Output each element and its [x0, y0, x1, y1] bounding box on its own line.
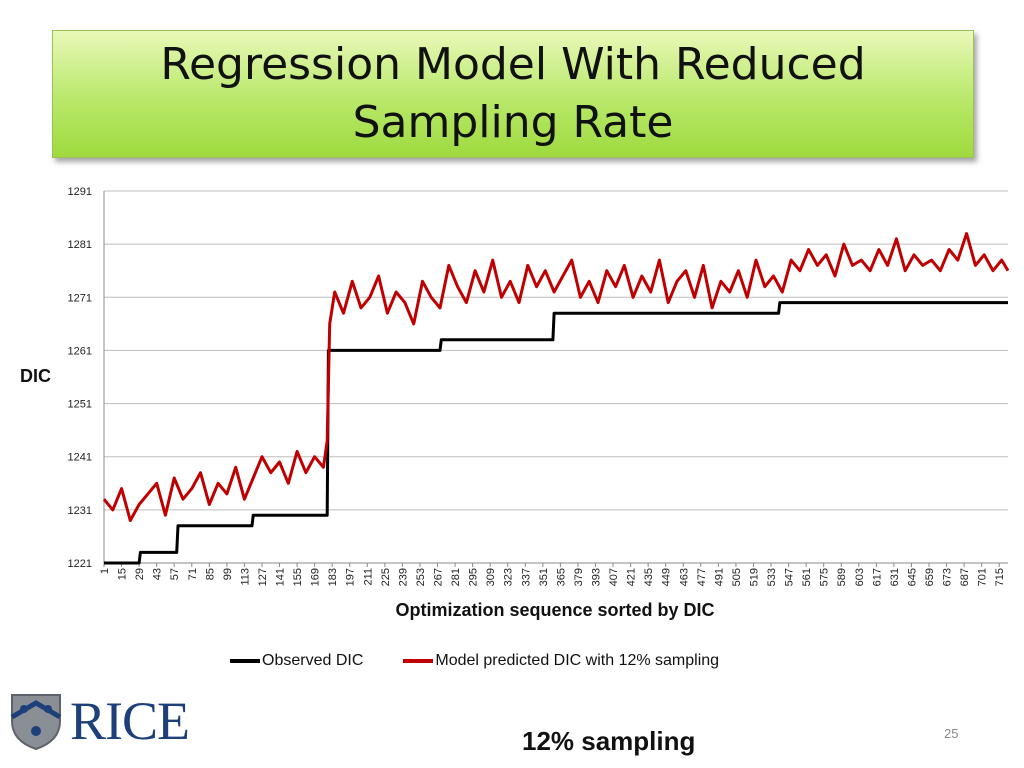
- x-tick-label: 43: [152, 568, 164, 580]
- x-tick-label: 519: [748, 568, 760, 586]
- x-tick-label: 687: [959, 568, 971, 586]
- legend-item-predicted: Model predicted DIC with 12% sampling: [403, 652, 719, 670]
- x-tick-label: 85: [204, 568, 216, 580]
- x-tick-label: 155: [292, 568, 304, 586]
- x-tick-label: 29: [134, 568, 146, 580]
- y-tick-label: 1251: [68, 399, 92, 411]
- x-tick-label: 197: [345, 568, 357, 586]
- x-tick-label: 575: [819, 568, 831, 586]
- rice-shield-icon: [10, 694, 62, 751]
- x-tick-label: 183: [327, 568, 339, 586]
- x-tick-label: 113: [239, 568, 251, 586]
- series-line-predicted: [102, 232, 1010, 522]
- x-tick-label: 561: [801, 568, 813, 586]
- chart-legend: Observed DIC Model predicted DIC with 12…: [230, 652, 759, 670]
- legend-label-observed: Observed DIC: [262, 652, 364, 669]
- x-tick-label: 309: [485, 568, 497, 586]
- title-banner: Regression Model With Reduced Sampling R…: [52, 30, 974, 158]
- x-tick-label: 239: [397, 568, 409, 586]
- x-tick-label: 379: [573, 568, 585, 586]
- x-tick-label: 631: [889, 568, 901, 586]
- x-tick-label: 421: [626, 568, 638, 586]
- legend-swatch-observed: [230, 659, 260, 663]
- x-tick-label: 715: [994, 568, 1006, 586]
- y-axis-label: DIC: [20, 366, 51, 386]
- x-tick-label: 323: [503, 568, 515, 586]
- rice-wordmark: RICE: [70, 691, 190, 751]
- x-tick-label: 351: [538, 568, 550, 586]
- x-tick-label: 533: [766, 568, 778, 586]
- x-tick-label: 253: [415, 568, 427, 586]
- x-tick-label: 71: [187, 568, 199, 580]
- x-tick-label: 449: [661, 568, 673, 586]
- x-tick-label: 225: [380, 568, 392, 586]
- x-tick-label: 603: [854, 568, 866, 586]
- y-tick-label: 1261: [68, 345, 92, 357]
- y-tick-label: 1291: [68, 186, 92, 198]
- series-line-observed: [104, 301, 1008, 565]
- x-tick-label: 281: [450, 568, 462, 586]
- x-tick-label: 211: [362, 568, 374, 586]
- x-tick-label: 57: [169, 568, 181, 580]
- rice-logo: RICE: [8, 690, 190, 752]
- x-tick-label: 365: [555, 568, 567, 586]
- x-tick-label: 701: [977, 568, 989, 586]
- x-tick-label: 99: [222, 568, 234, 580]
- x-tick-label: 267: [433, 568, 445, 586]
- x-axis-label: Optimization sequence sorted by DIC: [395, 600, 715, 620]
- y-tick-label: 1231: [68, 505, 92, 517]
- y-tick-label: 1271: [68, 292, 92, 304]
- x-tick-label: 1: [99, 568, 111, 574]
- legend-swatch-predicted: [403, 659, 434, 663]
- x-tick-label: 127: [257, 568, 269, 586]
- x-tick-label: 645: [906, 568, 918, 586]
- x-tick-label: 435: [643, 568, 655, 586]
- slide-title: Regression Model With Reduced Sampling R…: [160, 39, 866, 148]
- x-tick-label: 477: [696, 568, 708, 586]
- x-tick-label: 407: [608, 568, 620, 586]
- x-tick-label: 617: [871, 568, 883, 586]
- x-tick-label: 141: [275, 568, 287, 586]
- legend-item-observed: Observed DIC: [230, 652, 363, 670]
- x-tick-label: 295: [468, 568, 480, 586]
- legend-label-predicted: Model predicted DIC with 12% sampling: [435, 652, 720, 669]
- x-tick-label: 547: [784, 568, 796, 586]
- page-number: 25: [944, 726, 959, 741]
- x-tick-label: 589: [836, 568, 848, 586]
- x-tick-label: 169: [310, 568, 322, 586]
- x-tick-label: 463: [678, 568, 690, 586]
- x-tick-label: 15: [117, 568, 129, 580]
- x-tick-label: 491: [713, 568, 725, 586]
- sampling-note: 12% sampling: [522, 726, 696, 756]
- x-tick-label: 659: [924, 568, 936, 586]
- x-tick-label: 393: [590, 568, 602, 586]
- x-tick-label: 337: [520, 568, 532, 586]
- y-tick-label: 1241: [68, 452, 92, 464]
- y-tick-label: 1281: [68, 239, 92, 251]
- x-tick-label: 505: [731, 568, 743, 586]
- x-tick-label: 673: [942, 568, 954, 586]
- y-tick-label: 1221: [68, 558, 92, 570]
